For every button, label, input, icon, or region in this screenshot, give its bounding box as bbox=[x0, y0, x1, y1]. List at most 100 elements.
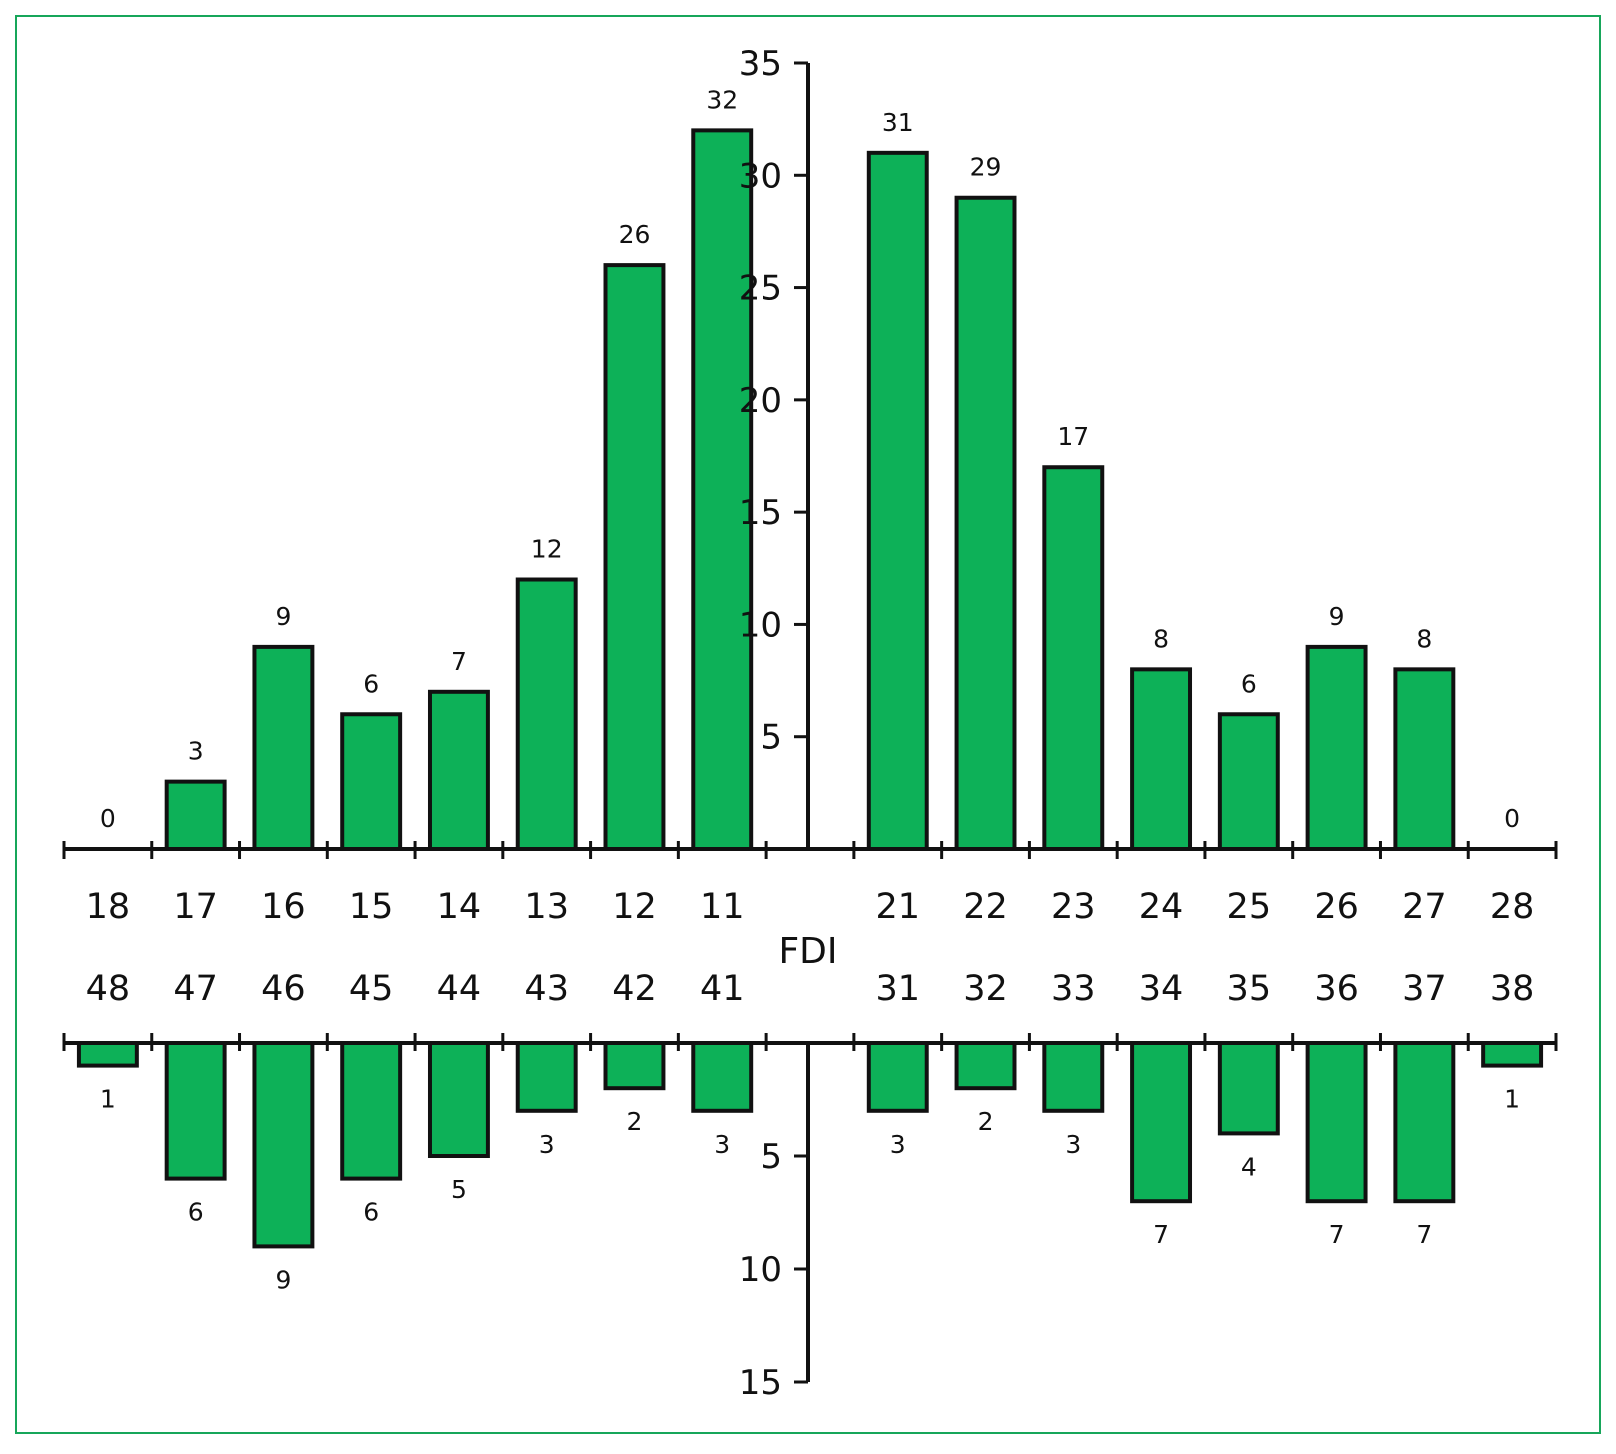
lower-bar-48 bbox=[76, 1041, 139, 1068]
lower-bar-35 bbox=[1217, 1041, 1280, 1136]
upper-category-label-23: 23 bbox=[1051, 887, 1096, 927]
upper-category-label-14: 14 bbox=[437, 887, 482, 927]
upper-data-label-21: 31 bbox=[882, 108, 914, 137]
upper-category-label-26: 26 bbox=[1314, 887, 1359, 927]
upper-category-label-17: 17 bbox=[173, 887, 218, 927]
lower-category-label-43: 43 bbox=[524, 969, 569, 1009]
upper-bar-21 bbox=[866, 150, 929, 852]
lower-category-label-45: 45 bbox=[349, 969, 394, 1009]
upper-bar-25 bbox=[1217, 712, 1280, 851]
upper-data-label-14: 7 bbox=[451, 647, 467, 676]
upper-bar-23 bbox=[1042, 465, 1105, 851]
lower-bar-32 bbox=[954, 1041, 1017, 1091]
lower-category-label-44: 44 bbox=[437, 969, 482, 1009]
upper-data-label-18: 0 bbox=[100, 804, 116, 833]
upper-data-label-11: 32 bbox=[706, 85, 738, 114]
upper-y-tick-label-20: 20 bbox=[739, 381, 782, 421]
lower-data-label-41: 3 bbox=[714, 1130, 730, 1159]
lower-category-label-33: 33 bbox=[1051, 969, 1096, 1009]
lower-data-label-34: 7 bbox=[1153, 1220, 1169, 1249]
upper-data-label-17: 3 bbox=[188, 737, 204, 766]
upper-category-label-28: 28 bbox=[1490, 887, 1535, 927]
upper-category-label-25: 25 bbox=[1227, 887, 1272, 927]
lower-category-label-31: 31 bbox=[875, 969, 920, 1009]
upper-category-label-18: 18 bbox=[86, 887, 131, 927]
lower-data-label-35: 4 bbox=[1241, 1152, 1257, 1181]
lower-data-label-46: 9 bbox=[275, 1265, 291, 1294]
lower-category-label-37: 37 bbox=[1402, 969, 1447, 1009]
upper-y-tick-label-35: 35 bbox=[739, 44, 782, 84]
upper-category-label-24: 24 bbox=[1139, 887, 1184, 927]
upper-y-tick-label-30: 30 bbox=[739, 156, 782, 196]
upper-category-label-11: 11 bbox=[700, 887, 745, 927]
lower-bar-47 bbox=[164, 1041, 227, 1181]
lower-category-label-46: 46 bbox=[261, 969, 306, 1009]
upper-bar-26 bbox=[1305, 644, 1368, 852]
lower-category-label-47: 47 bbox=[173, 969, 218, 1009]
lower-data-label-32: 2 bbox=[978, 1107, 994, 1136]
upper-bar-15 bbox=[340, 712, 403, 851]
lower-category-label-36: 36 bbox=[1314, 969, 1359, 1009]
upper-category-label-27: 27 bbox=[1402, 887, 1447, 927]
lower-bars bbox=[76, 1041, 1544, 1249]
upper-bar-16 bbox=[252, 644, 315, 852]
lower-bar-33 bbox=[1042, 1041, 1105, 1113]
lower-data-label-37: 7 bbox=[1416, 1220, 1432, 1249]
upper-data-label-16: 9 bbox=[275, 602, 291, 631]
lower-data-label-47: 6 bbox=[188, 1198, 204, 1227]
lower-data-label-45: 6 bbox=[363, 1198, 379, 1227]
upper-data-label-25: 6 bbox=[1241, 669, 1257, 698]
upper-bar-12 bbox=[603, 263, 666, 852]
upper-bar-13 bbox=[515, 577, 578, 851]
lower-bar-42 bbox=[603, 1041, 666, 1091]
chart-frame bbox=[15, 15, 1601, 1434]
upper-data-label-26: 9 bbox=[1329, 602, 1345, 631]
lower-data-label-36: 7 bbox=[1329, 1220, 1345, 1249]
upper-bar-22 bbox=[954, 195, 1017, 851]
lower-bar-43 bbox=[515, 1041, 578, 1113]
upper-y-tick-label-10: 10 bbox=[739, 605, 782, 645]
upper-bar-17 bbox=[164, 779, 227, 852]
lower-category-label-41: 41 bbox=[700, 969, 745, 1009]
upper-data-label-12: 26 bbox=[619, 220, 651, 249]
lower-bar-45 bbox=[340, 1041, 403, 1181]
lower-bar-38 bbox=[1481, 1041, 1544, 1068]
lower-y-tick-label-5: 5 bbox=[760, 1137, 782, 1177]
lower-category-label-34: 34 bbox=[1139, 969, 1184, 1009]
lower-bar-34 bbox=[1130, 1041, 1193, 1204]
lower-bar-41 bbox=[691, 1041, 754, 1113]
lower-y-tick-label-10: 10 bbox=[739, 1250, 782, 1290]
upper-category-label-21: 21 bbox=[875, 887, 920, 927]
upper-y-tick-label-5: 5 bbox=[760, 718, 782, 758]
lower-data-label-31: 3 bbox=[890, 1130, 906, 1159]
upper-y-tick-label-25: 25 bbox=[739, 269, 782, 309]
upper-category-label-15: 15 bbox=[349, 887, 394, 927]
upper-category-label-16: 16 bbox=[261, 887, 306, 927]
lower-bar-37 bbox=[1393, 1041, 1456, 1204]
upper-y-tick-label-15: 15 bbox=[739, 493, 782, 533]
lower-category-label-32: 32 bbox=[963, 969, 1008, 1009]
lower-category-label-38: 38 bbox=[1490, 969, 1535, 1009]
upper-data-label-24: 8 bbox=[1153, 624, 1169, 653]
lower-category-label-42: 42 bbox=[612, 969, 657, 1009]
upper-bar-24 bbox=[1130, 667, 1193, 851]
lower-bar-31 bbox=[866, 1041, 929, 1113]
lower-data-label-33: 3 bbox=[1065, 1130, 1081, 1159]
upper-bar-14 bbox=[427, 689, 490, 851]
upper-data-label-13: 12 bbox=[531, 535, 563, 564]
upper-bar-11 bbox=[691, 128, 754, 852]
axis-label-fdi: FDI bbox=[778, 931, 837, 972]
upper-category-label-13: 13 bbox=[524, 887, 569, 927]
lower-y-tick-label-15: 15 bbox=[739, 1363, 782, 1403]
lower-data-label-44: 5 bbox=[451, 1175, 467, 1204]
upper-category-label-22: 22 bbox=[963, 887, 1008, 927]
lower-category-label-48: 48 bbox=[86, 969, 131, 1009]
lower-bar-36 bbox=[1305, 1041, 1368, 1204]
lower-bar-46 bbox=[252, 1041, 315, 1249]
upper-data-label-23: 17 bbox=[1057, 422, 1089, 451]
lower-data-label-43: 3 bbox=[539, 1130, 555, 1159]
upper-category-label-12: 12 bbox=[612, 887, 657, 927]
upper-data-label-27: 8 bbox=[1416, 624, 1432, 653]
